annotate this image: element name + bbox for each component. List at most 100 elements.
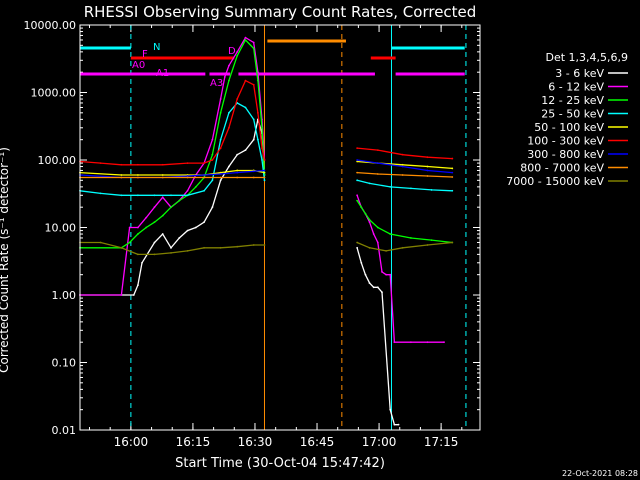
series-point <box>252 83 255 86</box>
legend-label: 300 - 800 keV <box>527 148 604 161</box>
series-point <box>376 226 379 229</box>
series-point <box>360 206 363 209</box>
series-point <box>376 173 379 175</box>
legend-label: 50 - 100 keV <box>534 121 604 134</box>
series-point <box>236 153 239 156</box>
series-point <box>219 147 222 150</box>
series-point <box>244 39 247 41</box>
series-point <box>263 159 266 161</box>
series-point <box>236 50 239 53</box>
series-point <box>211 153 214 156</box>
series-point <box>376 149 379 152</box>
x-tick-label: 17:00 <box>362 435 397 449</box>
series-point <box>236 176 239 179</box>
series-point <box>211 179 214 182</box>
series-point <box>364 273 367 276</box>
series-point <box>161 233 164 235</box>
x-tick-label: 16:15 <box>176 435 211 449</box>
series-point <box>426 244 429 246</box>
series-point <box>430 239 433 242</box>
series-point <box>356 147 359 150</box>
series-point <box>372 233 375 235</box>
series-point <box>244 79 247 82</box>
series-point <box>256 138 259 141</box>
series-point <box>356 179 359 182</box>
state-annotation: F <box>142 49 148 60</box>
series-point <box>186 175 189 177</box>
series-point <box>203 189 205 192</box>
series-point <box>389 233 392 235</box>
series-point <box>223 76 226 78</box>
chart-title: RHESSI Observing Summary Count Rates, Co… <box>84 3 477 21</box>
series-point <box>244 106 247 109</box>
series-point <box>161 214 164 217</box>
series-point <box>137 284 139 287</box>
footer-date: 22-Oct-2021 08:28 <box>562 469 638 478</box>
series-point <box>228 126 230 129</box>
series-point <box>261 126 263 129</box>
y-tick-label: 1.00 <box>52 289 77 302</box>
series-point <box>219 171 222 174</box>
series-point <box>368 218 371 221</box>
series-point <box>120 163 123 166</box>
series-point <box>170 252 172 254</box>
y-tick-label: 0.01 <box>52 424 77 437</box>
series-point <box>426 156 429 159</box>
legend-title: Det 1,3,4,5,6,9 <box>545 51 628 64</box>
series-point <box>137 233 139 235</box>
series-point <box>261 147 263 150</box>
series-point <box>410 187 412 190</box>
series-point <box>137 176 139 179</box>
series-point <box>132 294 135 296</box>
x-tick-label: 16:30 <box>238 435 273 449</box>
series-point <box>203 174 205 176</box>
series-point <box>261 159 263 161</box>
series-point <box>186 176 189 179</box>
series-point <box>397 423 400 426</box>
series-point <box>120 176 123 179</box>
series-point <box>252 47 255 50</box>
series-point <box>186 162 189 164</box>
legend-label: 25 - 50 keV <box>541 108 604 121</box>
series-point <box>356 194 359 197</box>
series-point <box>252 170 255 173</box>
series-point <box>161 174 164 176</box>
series-point <box>252 244 255 246</box>
state-annotation: A3 <box>210 78 223 89</box>
series-point <box>203 246 205 249</box>
series-point <box>252 138 255 141</box>
series-point <box>128 241 131 244</box>
series-point <box>426 169 429 172</box>
series-point <box>99 241 102 244</box>
series-point <box>426 341 429 344</box>
series-point <box>385 250 388 252</box>
state-annotation: D <box>228 46 236 57</box>
series-point <box>228 111 230 114</box>
series-point <box>443 341 445 344</box>
series-point <box>178 199 181 202</box>
series-point <box>145 226 148 229</box>
series-point <box>376 241 379 244</box>
series-point <box>219 246 222 249</box>
series-point <box>401 163 404 166</box>
series-point <box>368 221 371 224</box>
series-point <box>389 185 392 188</box>
series-point <box>263 244 266 246</box>
series-point <box>153 206 156 209</box>
series-point <box>161 163 164 166</box>
series-point <box>256 79 259 82</box>
series-point <box>376 162 379 164</box>
series-point <box>236 171 239 174</box>
series-point <box>141 261 143 264</box>
series-point <box>178 237 181 239</box>
series-point <box>203 162 205 164</box>
series-point <box>170 246 172 249</box>
series-point <box>263 169 266 172</box>
series-point <box>389 408 392 411</box>
series-point <box>137 174 139 176</box>
series-point <box>376 286 379 289</box>
series-point <box>99 192 102 195</box>
y-tick-label: 1000.00 <box>31 87 77 100</box>
series-point <box>203 221 205 224</box>
series-point <box>451 171 454 174</box>
